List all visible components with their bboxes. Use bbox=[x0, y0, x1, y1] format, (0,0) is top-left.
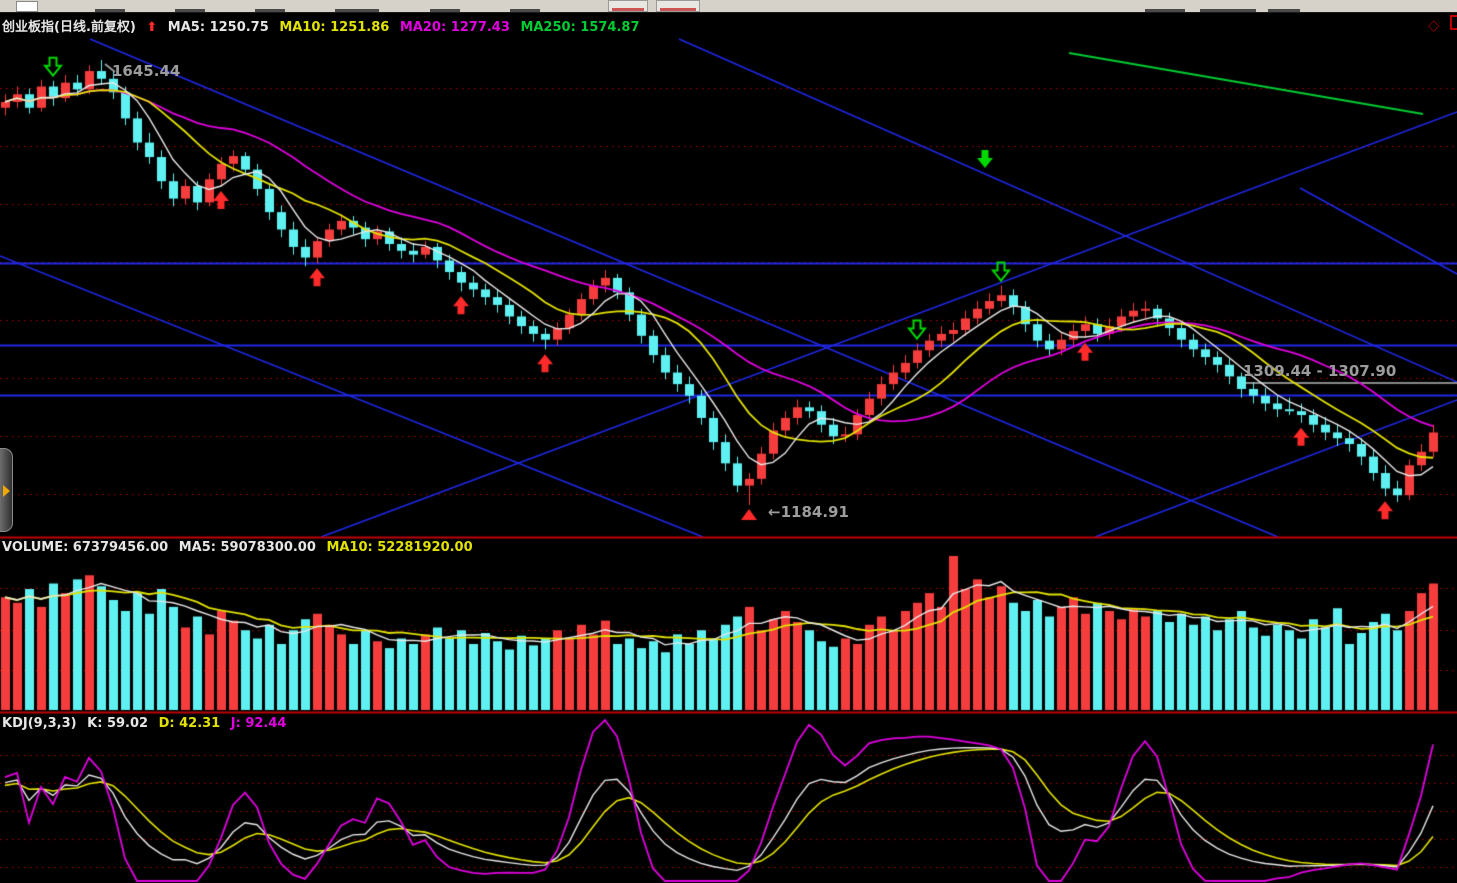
toolbar-item[interactable] bbox=[430, 9, 460, 12]
top-toolbar[interactable] bbox=[0, 0, 1457, 13]
main-chart-header: 创业板指(日线.前复权) ⬆ MA5: 1250.75 MA10: 1251.8… bbox=[2, 16, 646, 35]
toolbar-item[interactable] bbox=[510, 9, 540, 12]
toolbar-item[interactable] bbox=[95, 9, 125, 12]
volume-ma5-value: MA5: 59078300.00 bbox=[178, 540, 316, 555]
symbol-title: 创业板指(日线.前复权) bbox=[2, 20, 136, 35]
kdj-name: KDJ(9,3,3) bbox=[2, 716, 77, 731]
toolbar-item[interactable] bbox=[1145, 9, 1185, 12]
low-price-label: ←1184.91 bbox=[768, 503, 849, 521]
toolbar-red-button[interactable] bbox=[656, 0, 700, 12]
diamond-marker-icon[interactable]: ◇ bbox=[1428, 16, 1440, 34]
ma5-value: MA5: 1250.75 bbox=[167, 20, 269, 35]
gap-price-label: 1309.44 - 1307.90 bbox=[1243, 362, 1397, 380]
kdj-d-value: D: 42.31 bbox=[158, 716, 221, 731]
toolbar-icon[interactable] bbox=[16, 1, 38, 12]
sidebar-expand-tab[interactable] bbox=[0, 448, 13, 532]
ma10-value: MA10: 1251.86 bbox=[279, 20, 390, 35]
toolbar-item[interactable] bbox=[255, 9, 285, 12]
red-bracket-icon[interactable] bbox=[1450, 15, 1457, 30]
toolbar-item[interactable] bbox=[1268, 9, 1300, 12]
volume-ma10-value: MA10: 52281920.00 bbox=[326, 540, 473, 555]
high-price-label: 1645.44 bbox=[112, 62, 181, 80]
toolbar-item[interactable] bbox=[1200, 9, 1256, 12]
expand-arrow-icon bbox=[3, 485, 10, 497]
up-arrow-icon: ⬆ bbox=[146, 20, 158, 35]
kdj-k-value: K: 59.02 bbox=[87, 716, 149, 731]
toolbar-item[interactable] bbox=[335, 9, 379, 12]
kdj-j-value: J: 92.44 bbox=[230, 716, 287, 731]
ma250-value: MA250: 1574.87 bbox=[520, 20, 640, 35]
toolbar-item[interactable] bbox=[175, 9, 205, 12]
volume-value: VOLUME: 67379456.00 bbox=[2, 540, 169, 555]
kdj-header: KDJ(9,3,3) K: 59.02 D: 42.31 J: 92.44 bbox=[2, 716, 292, 731]
toolbar-red-button[interactable] bbox=[608, 0, 648, 12]
volume-header: VOLUME: 67379456.00 MA5: 59078300.00 MA1… bbox=[2, 540, 479, 555]
ma20-value: MA20: 1277.43 bbox=[399, 20, 510, 35]
